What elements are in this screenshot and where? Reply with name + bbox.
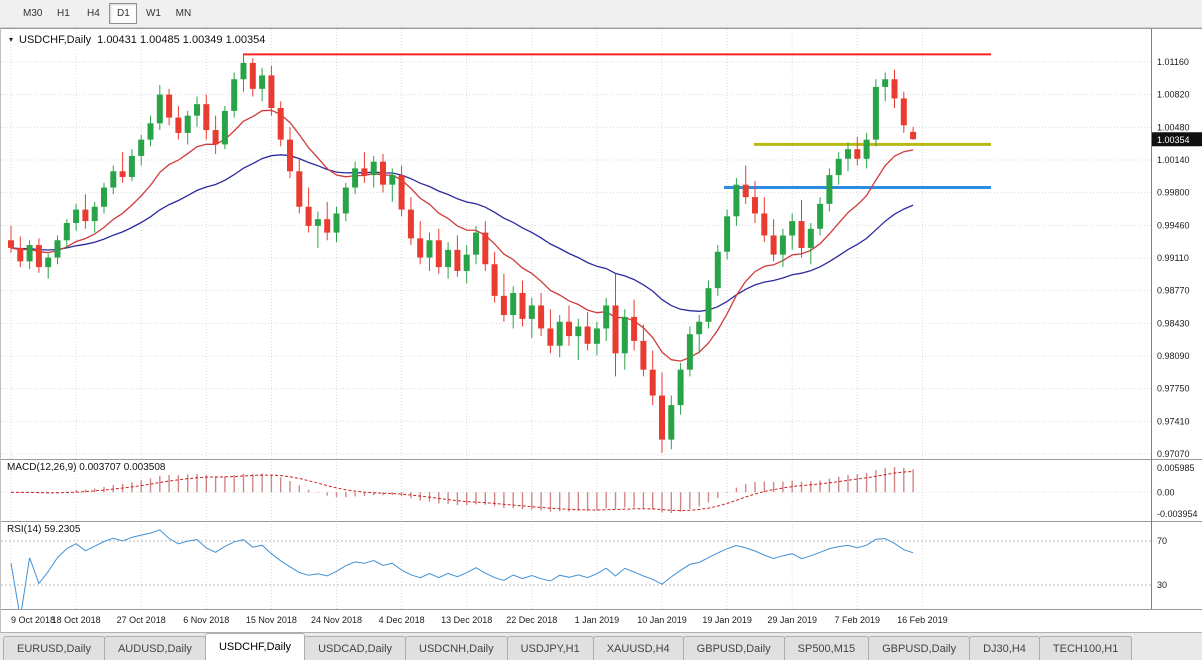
chart-ohlc-values: 1.00431 1.00485 1.00349 1.00354 [97,34,266,46]
chart-tab-xauusd-h4[interactable]: XAUUSD,H4 [592,636,684,660]
time-axis-label: 15 Nov 2018 [246,615,297,625]
time-axis-label: 7 Feb 2019 [835,615,881,625]
timeframe-button-h1[interactable]: H1 [57,8,70,19]
price-chart-panel[interactable]: 1.01160 1.00820 1.00480 1.00140 0.99800 0.994… [1,29,1202,459]
time-axis-label: 10 Jan 2019 [637,615,687,625]
chart-window: 1.01160 1.00820 1.00480 1.00140 0.99800 0.994… [0,28,1202,632]
time-axis-label: 4 Dec 2018 [379,615,425,625]
chart-tab-bar: EURUSD,Daily AUDUSD,Daily USDCHF,Daily USDC… [0,632,1202,660]
svg-text:30: 30 [1157,580,1167,590]
chart-tab-usdchf-daily[interactable]: USDCHF,Daily [204,633,306,660]
svg-text:0.005985: 0.005985 [1157,463,1195,473]
timeframe-toolbar: M30 H1 H4 D1 W1 MN [0,0,1202,28]
time-axis-label: 6 Nov 2018 [183,615,229,625]
chart-symbol-label: USDCHF,Daily [19,34,92,46]
fast-ma-line [10,109,914,362]
chart-tab-usdjpy-h1[interactable]: USDJPY,H1 [506,636,594,660]
svg-text:1.00140: 1.00140 [1157,155,1190,165]
svg-text:1.00354: 1.00354 [1157,135,1190,145]
chart-tab-eurusd-daily[interactable]: EURUSD,Daily [3,636,105,660]
current-price-badge: 1.00354 [1151,132,1202,147]
time-axis-label: 19 Jan 2019 [702,615,752,625]
timeframe-button-d1[interactable]: D1 [109,3,138,24]
chart-tab-gbpusd-daily[interactable]: GBPUSD,Daily [682,636,785,660]
time-axis-label: 9 Oct 2018 [11,615,55,625]
svg-text:1.00820: 1.00820 [1157,90,1190,100]
svg-text:0.98770: 0.98770 [1157,286,1190,296]
time-axis-label: 16 Feb 2019 [897,615,948,625]
timeframe-button-w1[interactable]: W1 [145,8,161,19]
timeframe-button-m30[interactable]: M30 [23,8,43,19]
chart-tab-dj30-h4[interactable]: DJ30,H4 [969,636,1040,660]
time-axis-label: 24 Nov 2018 [311,615,362,625]
time-axis-label: 18 Oct 2018 [52,615,101,625]
svg-text:0.00: 0.00 [1157,487,1175,497]
svg-text:0.99800: 0.99800 [1157,188,1190,198]
svg-text:0.99110: 0.99110 [1157,253,1189,263]
macd-label: MACD(12,26,9) 0.003707 0.003508 [7,462,166,473]
chart-tab-sp500-m15[interactable]: SP500,M15 [783,636,870,660]
time-axis-label: 27 Oct 2018 [117,615,166,625]
chart-tab-usdcnh-daily[interactable]: USDCNH,Daily [405,636,508,660]
svg-text:0.99460: 0.99460 [1157,220,1190,230]
chart-tab-audusd-daily[interactable]: AUDUSD,Daily [103,636,206,660]
time-axis-label: 22 Dec 2018 [506,615,557,625]
time-axis-label: 13 Dec 2018 [441,615,492,625]
svg-text:0.98430: 0.98430 [1157,318,1190,328]
chart-title: ▾ USDCHF,Daily 1.00431 1.00485 1.00349 1… [9,34,265,46]
macd-signal-line [10,471,914,512]
symbol-dropdown-icon[interactable]: ▾ [9,35,14,44]
macd-panel: 0.005985 0.00 -0.003954 [1,459,1202,521]
chart-tab-tech100-h1[interactable]: TECH100,H1 [1038,636,1133,660]
rsi-line [10,529,914,609]
time-axis-label: 29 Jan 2019 [767,615,817,625]
rsi-label: RSI(14) 59.2305 [7,524,81,535]
svg-text:-0.003954: -0.003954 [1157,509,1198,519]
svg-text:0.98090: 0.98090 [1157,351,1190,361]
rsi-panel: 70 30 [1,521,1202,609]
candlestick-series [8,54,917,454]
svg-text:0.97070: 0.97070 [1157,449,1190,459]
chart-tab-gbpusd-daily[interactable]: GBPUSD,Daily [868,636,971,660]
macd-histogram [19,467,914,513]
svg-text:1.01160: 1.01160 [1157,57,1189,67]
slow-ma-line [10,154,914,312]
svg-text:70: 70 [1157,536,1167,546]
timeframe-button-mn[interactable]: MN [175,8,192,19]
timeframe-button-h4[interactable]: H4 [87,8,100,19]
chart-tab-usdcad-daily[interactable]: USDCAD,Daily [304,636,407,660]
svg-text:0.97750: 0.97750 [1157,384,1190,394]
svg-text:0.97410: 0.97410 [1157,416,1190,426]
svg-text:1.00480: 1.00480 [1157,122,1190,132]
time-axis-label: 1 Jan 2019 [575,615,620,625]
